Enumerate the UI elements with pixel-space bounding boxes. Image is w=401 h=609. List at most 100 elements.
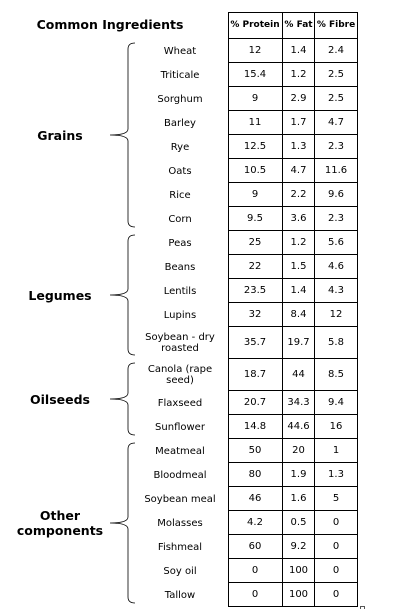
value-cell: 14.8: [228, 415, 283, 439]
value-cell: 1.2: [283, 231, 315, 255]
value-cell: 2.3: [315, 135, 358, 159]
ingredient-name: Tallow: [164, 589, 196, 601]
value-cell: 1.7: [283, 111, 315, 135]
value-cell: 1.4: [283, 279, 315, 303]
ingredient-name: Fishmeal: [157, 541, 203, 553]
ingredient-name: Molasses: [157, 517, 203, 529]
ingredient-name: Rye: [170, 141, 190, 153]
brace: [109, 234, 136, 356]
value-cell: 5.8: [315, 327, 358, 359]
value-cell: 0.5: [283, 511, 315, 535]
value-cell: 19.7: [283, 327, 315, 359]
ingredient-name: Corn: [168, 213, 192, 225]
value-cell: 4.7: [315, 111, 358, 135]
value-cell: 1.9: [283, 463, 315, 487]
value-cell: 1.4: [283, 39, 315, 63]
value-cell: 0: [315, 535, 358, 559]
value-cell: 11.6: [315, 159, 358, 183]
value-cell: 1.3: [315, 463, 358, 487]
value-cell: 11: [228, 111, 283, 135]
value-cell: 3.6: [283, 207, 315, 231]
value-cell: 1.5: [283, 255, 315, 279]
value-cell: 60: [228, 535, 283, 559]
ingredient-name: Lentils: [163, 285, 197, 297]
value-cell: 9.6: [315, 183, 358, 207]
column-header: % Fat: [283, 12, 315, 39]
value-cell: 100: [283, 583, 315, 607]
value-cell: 20: [283, 439, 315, 463]
ingredient-name: Meatmeal: [155, 445, 205, 457]
value-cell: 12.5: [228, 135, 283, 159]
value-cell: 0: [315, 511, 358, 535]
value-cell: 9.5: [228, 207, 283, 231]
value-cell: 2.5: [315, 63, 358, 87]
group-label: Legumes: [28, 287, 92, 303]
value-cell: 80: [228, 463, 283, 487]
column-header: % Fibre: [315, 12, 358, 39]
value-cell: 100: [283, 559, 315, 583]
value-cell: 0: [228, 559, 283, 583]
ingredient-name: Sorghum: [157, 93, 203, 105]
value-cell: 4.3: [315, 279, 358, 303]
value-cell: 5.6: [315, 231, 358, 255]
value-cell: 25: [228, 231, 283, 255]
value-cell: 8.5: [315, 359, 358, 391]
ingredient-name: Peas: [168, 237, 192, 249]
value-cell: 18.7: [228, 359, 283, 391]
value-cell: 16: [315, 415, 358, 439]
value-cell: 5: [315, 487, 358, 511]
brace: [109, 442, 136, 604]
value-cell: 22: [228, 255, 283, 279]
ingredient-name: Canola (rape seed): [147, 364, 213, 386]
ingredient-name: Wheat: [163, 45, 197, 57]
value-cell: 1.3: [283, 135, 315, 159]
value-cell: 0: [315, 559, 358, 583]
ingredient-name: Rice: [169, 189, 191, 201]
value-cell: 2.4: [315, 39, 358, 63]
value-cell: 12: [228, 39, 283, 63]
value-cell: 9.2: [283, 535, 315, 559]
value-cell: 8.4: [283, 303, 315, 327]
value-cell: 32: [228, 303, 283, 327]
ingredient-name: Oats: [168, 165, 192, 177]
group-label: Oilseeds: [30, 391, 90, 407]
title: Common Ingredients: [36, 17, 184, 32]
value-cell: 20.7: [228, 391, 283, 415]
value-cell: 44: [283, 359, 315, 391]
ingredient-name: Flaxseed: [157, 397, 203, 409]
ingredient-name: Barley: [164, 117, 196, 129]
ingredient-name: Soybean - dry roasted: [145, 332, 215, 354]
value-cell: 50: [228, 439, 283, 463]
value-cell: 2.5: [315, 87, 358, 111]
value-cell: 9: [228, 183, 283, 207]
ingredient-name: Soy oil: [163, 565, 197, 577]
ingredient-name: Lupins: [163, 309, 197, 321]
ingredient-name: Soybean meal: [144, 493, 216, 505]
value-cell: 4.7: [283, 159, 315, 183]
value-cell: 0: [315, 583, 358, 607]
column-header: % Protein: [228, 12, 283, 39]
value-cell: 0: [228, 583, 283, 607]
value-cell: 4.2: [228, 511, 283, 535]
value-cell: 35.7: [228, 327, 283, 359]
value-cell: 2.3: [315, 207, 358, 231]
value-cell: 1: [315, 439, 358, 463]
brace: [109, 42, 136, 228]
value-cell: 44.6: [283, 415, 315, 439]
value-cell: 34.3: [283, 391, 315, 415]
value-cell: 9.4: [315, 391, 358, 415]
value-cell: 2.2: [283, 183, 315, 207]
ingredient-name: Beans: [164, 261, 196, 273]
value-cell: 23.5: [228, 279, 283, 303]
value-cell: 15.4: [228, 63, 283, 87]
table-border: [228, 12, 358, 607]
resize-handle: [360, 606, 365, 609]
group-label: Other components: [16, 508, 104, 538]
group-label: Grains: [37, 127, 83, 143]
value-cell: 1.6: [283, 487, 315, 511]
ingredient-name: Triticale: [160, 69, 200, 81]
value-cell: 12: [315, 303, 358, 327]
value-cell: 4.6: [315, 255, 358, 279]
value-cell: 10.5: [228, 159, 283, 183]
